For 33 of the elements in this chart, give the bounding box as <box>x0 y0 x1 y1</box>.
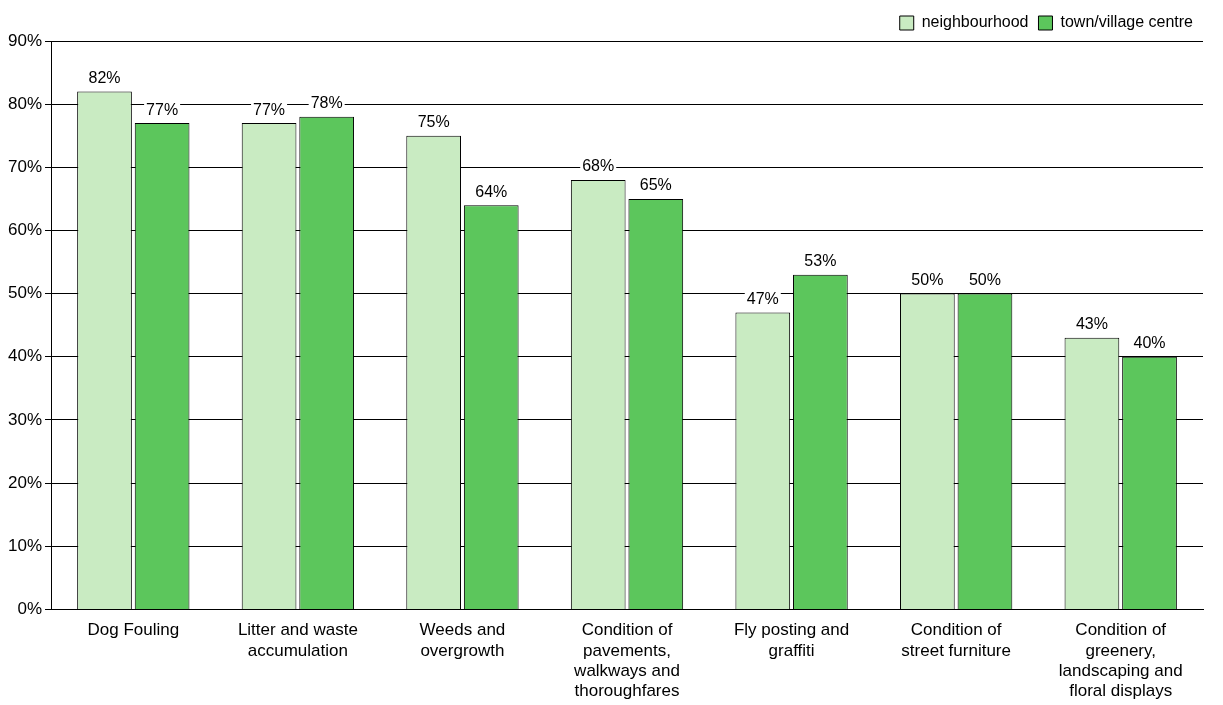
x-tick-label: Condition of street furniture <box>901 620 1011 660</box>
y-tick-label: 30% <box>7 409 43 429</box>
x-tick-label: Condition of greenery, landscaping and floral displays <box>1058 620 1183 701</box>
data-label: 64% <box>475 182 508 200</box>
y-tick-label: 60% <box>7 220 43 240</box>
legend-label: town/village centre <box>1060 13 1194 31</box>
data-label: 77% <box>253 100 286 118</box>
data-label: 82% <box>88 68 121 86</box>
data-label: 40% <box>1133 334 1166 352</box>
x-tick-label: Dog Fouling <box>87 620 180 640</box>
data-label: 78% <box>310 94 343 112</box>
y-tick-label: 90% <box>7 30 43 50</box>
y-tick-label: 80% <box>7 93 43 113</box>
data-label: 50% <box>911 271 944 289</box>
y-tick-label: 0% <box>17 599 43 619</box>
legend-label: neighbourhood <box>921 13 1029 31</box>
x-tick-label: Fly posting and graffiti <box>733 620 850 660</box>
x-tick-label: Litter and waste accumulation <box>237 620 358 660</box>
data-label: 75% <box>417 113 450 131</box>
y-tick-label: 20% <box>7 472 43 492</box>
x-tick-label: Weeds and overgrowth <box>419 620 506 660</box>
data-label: 50% <box>968 271 1001 289</box>
data-label: 65% <box>639 176 672 194</box>
data-label: 47% <box>746 289 779 307</box>
y-tick-label: 10% <box>7 535 43 555</box>
data-label: 43% <box>1075 315 1108 333</box>
data-label: 77% <box>146 100 179 118</box>
x-tick-label: Condition of pavements, walkways and thoroughfares <box>573 620 680 701</box>
data-label: 53% <box>804 252 837 270</box>
data-label: 68% <box>582 157 615 175</box>
y-tick-label: 40% <box>7 346 43 366</box>
y-tick-label: 70% <box>7 157 43 176</box>
y-tick-label: 50% <box>7 283 43 303</box>
